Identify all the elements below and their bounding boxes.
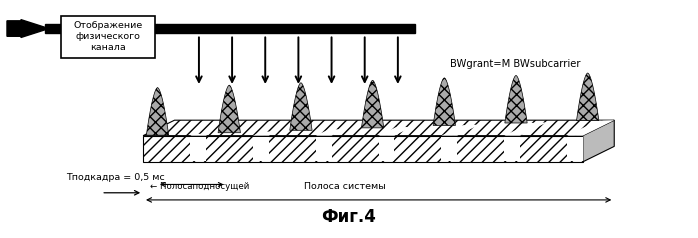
Polygon shape	[577, 73, 599, 121]
Bar	[378, 137, 394, 161]
Polygon shape	[504, 122, 547, 136]
Polygon shape	[147, 88, 169, 135]
Polygon shape	[441, 125, 480, 136]
Text: ← Полосаподносущей: ← Полосаподносущей	[150, 182, 249, 191]
Bar	[441, 137, 457, 161]
Polygon shape	[433, 78, 456, 125]
Polygon shape	[315, 129, 345, 136]
Bar	[61, 16, 155, 58]
Bar	[45, 24, 157, 33]
Text: Полоса системы: Полоса системы	[304, 182, 385, 191]
Text: Отображение
физического
канала: Отображение физического канала	[73, 21, 143, 53]
Polygon shape	[143, 120, 614, 136]
Bar	[567, 137, 583, 161]
Polygon shape	[583, 120, 614, 162]
Polygon shape	[378, 127, 413, 136]
Polygon shape	[290, 83, 312, 130]
Polygon shape	[253, 131, 278, 136]
Bar	[504, 137, 520, 161]
Text: BWgrant=M BWsubcarrier: BWgrant=M BWsubcarrier	[450, 59, 581, 69]
Polygon shape	[190, 134, 210, 136]
Bar	[190, 137, 206, 161]
Polygon shape	[143, 136, 583, 162]
Polygon shape	[362, 80, 384, 128]
Bar	[253, 137, 269, 161]
Polygon shape	[567, 120, 614, 136]
Text: Фиг.4: Фиг.4	[322, 208, 376, 226]
Polygon shape	[505, 75, 527, 123]
Text: Тподкадра = 0,5 мс: Тподкадра = 0,5 мс	[66, 173, 165, 182]
Bar	[157, 24, 415, 33]
FancyArrow shape	[7, 20, 49, 37]
Bar	[315, 137, 332, 161]
Polygon shape	[218, 85, 240, 133]
